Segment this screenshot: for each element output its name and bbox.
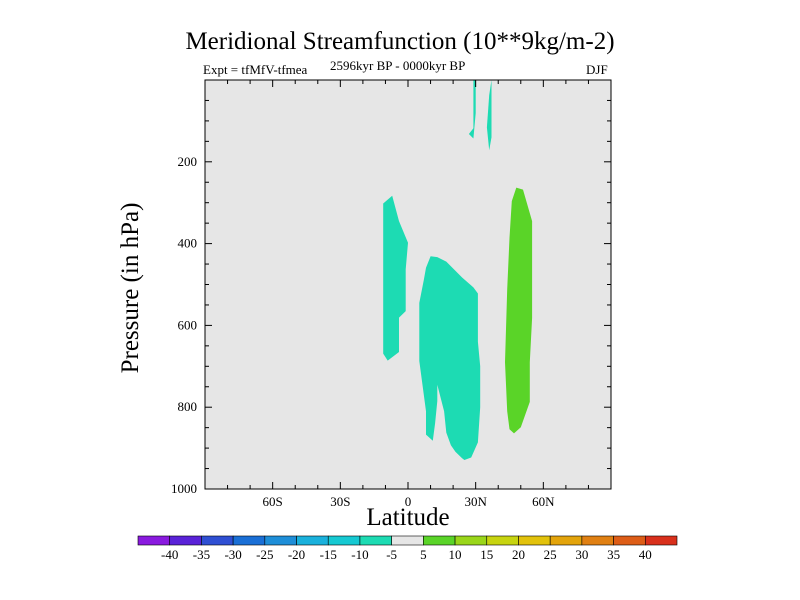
y-tick-label: 400 (178, 236, 198, 251)
colorbar-swatch (391, 535, 424, 546)
colorbar-label: 35 (607, 547, 620, 562)
colorbar-swatch (423, 535, 456, 546)
plot-background (205, 80, 611, 489)
pos-cell-north (505, 187, 533, 434)
x-tick-label: 60N (532, 494, 555, 509)
colorbar-swatch (327, 535, 361, 546)
colorbar-swatch (549, 535, 583, 546)
colorbar-swatch (264, 535, 297, 546)
colorbar-swatch (518, 535, 551, 546)
colorbar-label: 20 (512, 547, 525, 562)
neg-cell-central (419, 256, 481, 460)
colorbar-swatch (359, 535, 392, 546)
colorbar-swatch (613, 535, 646, 546)
y-tick-label: 800 (178, 399, 198, 414)
colorbar-swatch (137, 535, 171, 546)
colorbar-swatch (454, 535, 488, 546)
axes: 200 400 600 800 1000 60S 30S 0 30N 60N (171, 79, 612, 509)
colorbar-label: 40 (639, 547, 652, 562)
y-tick-label: 600 (178, 317, 198, 332)
colorbar-label: 15 (480, 547, 493, 562)
x-tick-label: 30S (330, 494, 350, 509)
colorbar-label: 5 (420, 547, 427, 562)
colorbar-label: -15 (320, 547, 337, 562)
chart-title: Meridional Streamfunction (10**9kg/m-2) (185, 28, 615, 55)
colorbar-swatch (169, 535, 202, 546)
colorbar-swatch (232, 535, 266, 546)
colorbar-label: -35 (193, 547, 210, 562)
neg-cell-upper-right (486, 80, 492, 151)
colorbar-label: -30 (224, 547, 241, 562)
x-tick-label: 0 (405, 494, 412, 509)
y-tick-label: 1000 (171, 481, 197, 496)
y-tick-label: 200 (178, 154, 198, 169)
experiment-label: Expt = tfMfV-tfmea (203, 62, 308, 77)
colorbar-swatch (201, 535, 234, 546)
x-tick-label: 30N (464, 494, 487, 509)
colorbar: -40 -35 -30 -25 -20 -15 -10 -5 5 10 15 20 25 30 35 40 (137, 535, 678, 562)
neg-cell-equator-west (383, 195, 408, 361)
time-range-label: 2596kyr BP - 0000kyr BP (330, 58, 466, 73)
neg-cell-upper-left (468, 80, 476, 139)
colorbar-label: 30 (575, 547, 588, 562)
colorbar-swatch (581, 535, 614, 546)
colorbar-label: -40 (161, 547, 178, 562)
colorbar-swatch (644, 535, 678, 546)
colorbar-label: -5 (386, 547, 397, 562)
colorbar-label: -10 (351, 547, 368, 562)
season-label: DJF (586, 62, 608, 77)
colorbar-label: 10 (449, 547, 462, 562)
x-axis-label: Latitude (366, 504, 450, 531)
colorbar-label: -20 (288, 547, 305, 562)
plot-area (205, 80, 611, 489)
colorbar-label: 25 (544, 547, 557, 562)
colorbar-label: -25 (256, 547, 273, 562)
x-tick-label: 60S (263, 494, 283, 509)
colorbar-swatch (296, 535, 329, 546)
colorbar-swatch (486, 535, 519, 546)
